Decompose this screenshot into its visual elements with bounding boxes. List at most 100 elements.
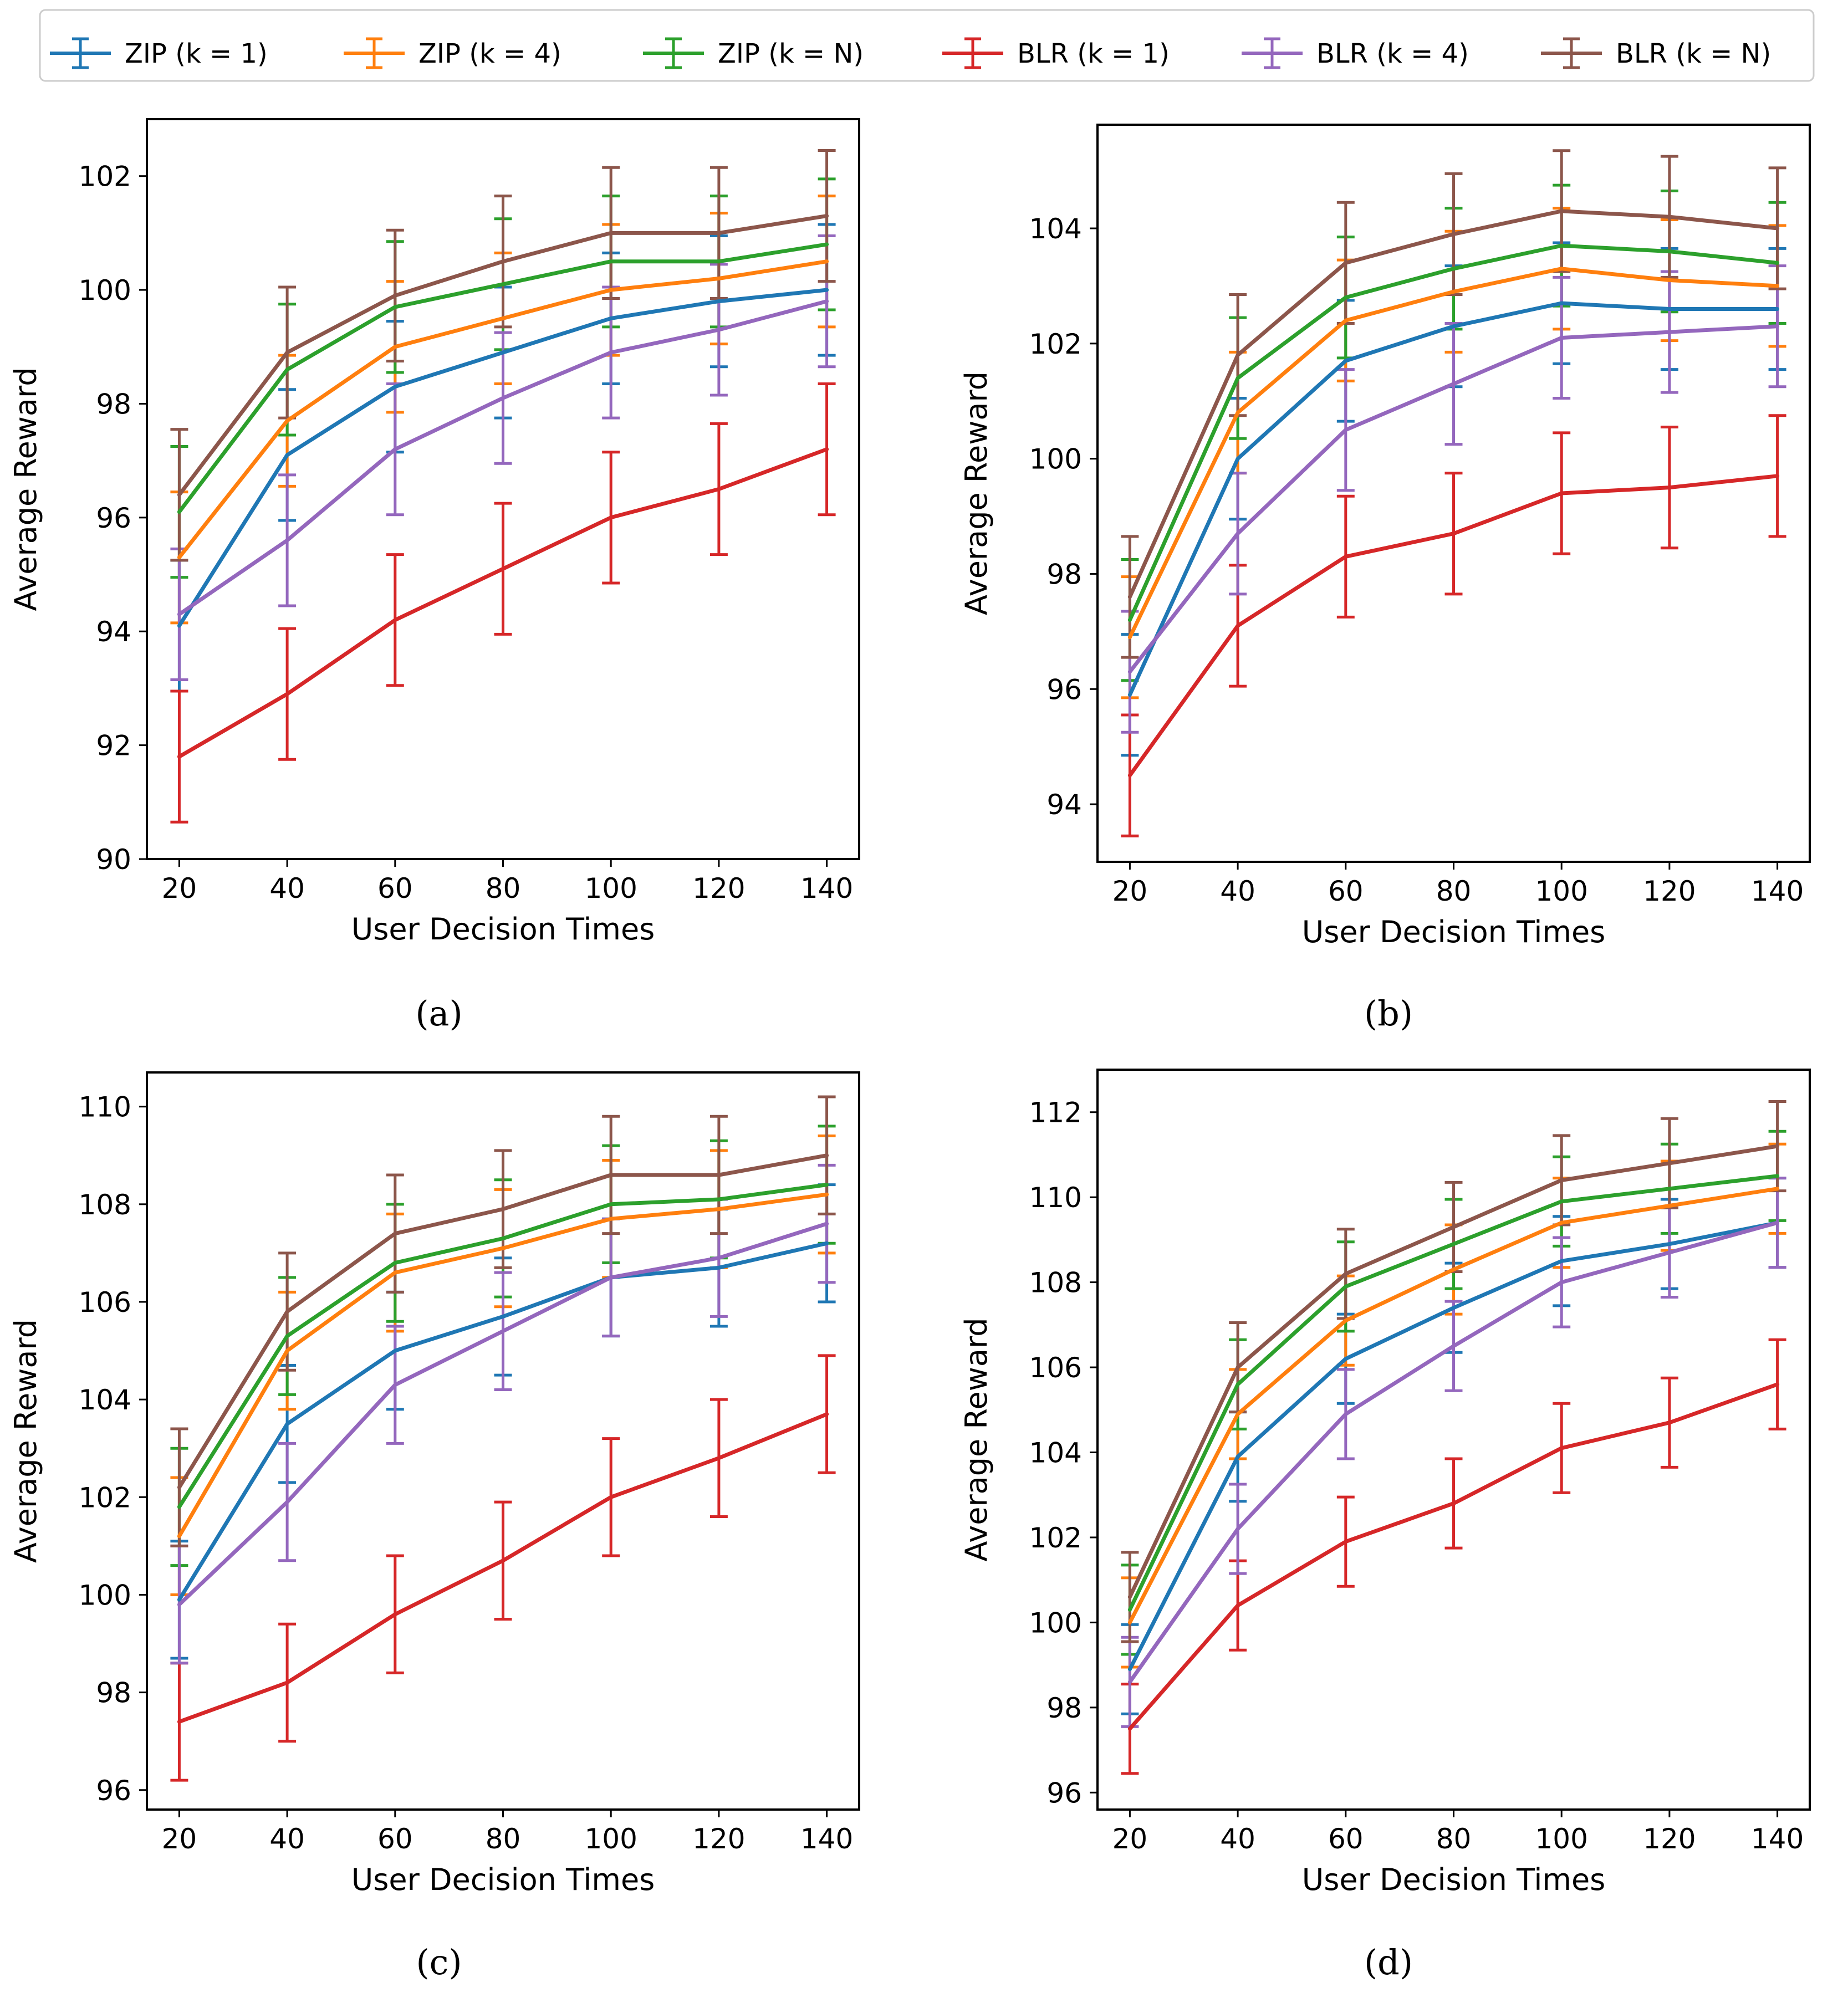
x-tick-label: 80 bbox=[486, 1823, 521, 1855]
y-axis-label: Average Reward bbox=[959, 371, 994, 615]
legend-label: BLR (k = N) bbox=[1616, 38, 1771, 69]
legend-frame bbox=[39, 9, 1815, 82]
series-line bbox=[1127, 243, 1780, 622]
series-line bbox=[1127, 1382, 1780, 1731]
series-line bbox=[1127, 1220, 1780, 1672]
y-tick-label: 98 bbox=[1046, 1692, 1082, 1724]
series-line bbox=[177, 214, 829, 497]
x-tick-label: 20 bbox=[1112, 1823, 1148, 1855]
y-tick-label: 90 bbox=[96, 844, 131, 876]
series-line bbox=[177, 1412, 829, 1724]
x-tick-label: 100 bbox=[1535, 1823, 1587, 1855]
series-line bbox=[1127, 1187, 1780, 1624]
y-tick-label: 96 bbox=[96, 1775, 131, 1807]
x-tick-label: 60 bbox=[1328, 875, 1364, 907]
series-line bbox=[177, 447, 829, 759]
y-tick-label: 102 bbox=[79, 161, 131, 193]
y-axis-label: Average Reward bbox=[8, 1319, 43, 1563]
legend-entry: ZIP (k = 4) bbox=[344, 37, 561, 69]
series-line bbox=[177, 1153, 829, 1490]
series-line bbox=[177, 288, 829, 628]
chart-panel: 20 40 60 80 100 120 140 90 92 94 96 98 100 102 User De… bbox=[8, 118, 860, 1034]
x-axis-label: User Decision Times bbox=[351, 912, 655, 947]
y-axis-label: Average Reward bbox=[8, 367, 43, 611]
y-axis-label: Average Reward bbox=[959, 1317, 994, 1561]
y-tick-label: 100 bbox=[79, 1579, 131, 1611]
series-line bbox=[177, 242, 829, 514]
y-tick-label: 110 bbox=[79, 1091, 131, 1123]
chart-panel: 20 40 60 80 100 120 140 96 98 100 102 104 106 108 110 1… bbox=[959, 1069, 1811, 1982]
series bbox=[1121, 414, 1786, 837]
x-axis-label: User Decision Times bbox=[351, 1862, 655, 1897]
y-tick-label: 98 bbox=[1046, 558, 1082, 590]
y-tick-label: 104 bbox=[79, 1384, 131, 1416]
series-line bbox=[177, 1222, 829, 1607]
legend-label: ZIP (k = N) bbox=[718, 38, 864, 69]
x-tick-label: 80 bbox=[1436, 875, 1472, 907]
y-tick-label: 102 bbox=[1029, 328, 1082, 360]
y-tick-label: 106 bbox=[79, 1286, 131, 1319]
chart-panel: 20 40 60 80 100 120 140 96 98 100 102 104 106 108 110 U… bbox=[8, 1071, 860, 1982]
chart-panel: 20 40 60 80 100 120 140 94 96 98 100 102 104 User Dec… bbox=[959, 124, 1811, 1034]
x-tick-label: 60 bbox=[377, 872, 413, 905]
panel-caption: (c) bbox=[416, 1942, 462, 1982]
y-tick-label: 100 bbox=[79, 274, 131, 306]
y-tick-label: 96 bbox=[96, 502, 131, 534]
legend-label: BLR (k = 4) bbox=[1316, 38, 1469, 69]
series-line bbox=[1127, 1174, 1780, 1612]
y-tick-label: 92 bbox=[96, 730, 131, 762]
x-tick-label: 20 bbox=[162, 872, 197, 905]
x-tick-label: 40 bbox=[269, 872, 305, 905]
y-tick-label: 98 bbox=[96, 1677, 131, 1709]
x-tick-label: 120 bbox=[692, 872, 745, 905]
series-line bbox=[177, 1241, 829, 1602]
legend: ZIP (k = 1) ZIP (k = 4) ZIP (k = N) BLR (k … bbox=[39, 9, 1815, 82]
series-line bbox=[177, 1192, 829, 1539]
x-tick-label: 100 bbox=[1535, 875, 1587, 907]
series-line bbox=[1127, 474, 1780, 778]
legend-entry: ZIP (k = 1) bbox=[50, 37, 268, 69]
series-line bbox=[1127, 1220, 1780, 1684]
y-tick-label: 108 bbox=[1029, 1267, 1082, 1299]
legend-label: BLR (k = 1) bbox=[1017, 38, 1170, 69]
x-tick-label: 60 bbox=[1328, 1823, 1364, 1855]
y-tick-label: 110 bbox=[1029, 1182, 1082, 1214]
x-tick-label: 60 bbox=[377, 1823, 413, 1855]
series-line bbox=[1127, 1144, 1780, 1599]
y-tick-label: 104 bbox=[1029, 213, 1082, 245]
legend-entry: BLR (k = 4) bbox=[1242, 37, 1469, 69]
x-tick-label: 40 bbox=[269, 1823, 305, 1855]
y-tick-label: 96 bbox=[1046, 1777, 1082, 1809]
x-tick-label: 100 bbox=[584, 872, 637, 905]
y-tick-label: 106 bbox=[1029, 1352, 1082, 1384]
y-tick-label: 104 bbox=[1029, 1437, 1082, 1469]
x-tick-label: 100 bbox=[584, 1823, 637, 1855]
series-line bbox=[1127, 209, 1780, 599]
y-tick-label: 96 bbox=[1046, 673, 1082, 706]
x-tick-label: 140 bbox=[800, 1823, 853, 1855]
x-tick-label: 40 bbox=[1220, 875, 1255, 907]
panel-caption: (d) bbox=[1364, 1942, 1413, 1982]
legend-label: ZIP (k = 4) bbox=[418, 38, 561, 69]
x-tick-label: 80 bbox=[486, 872, 521, 905]
y-tick-label: 94 bbox=[1046, 789, 1082, 821]
y-tick-label: 100 bbox=[1029, 443, 1082, 476]
x-tick-label: 140 bbox=[1751, 875, 1804, 907]
y-tick-label: 102 bbox=[1029, 1522, 1082, 1554]
x-tick-label: 20 bbox=[1112, 875, 1148, 907]
series bbox=[170, 1354, 836, 1782]
series-line bbox=[177, 259, 829, 560]
chart-panels: 20 40 60 80 100 120 140 90 92 94 96 98 100 102 User De… bbox=[8, 118, 1811, 1982]
x-tick-label: 140 bbox=[1751, 1823, 1804, 1855]
y-tick-label: 100 bbox=[1029, 1607, 1082, 1639]
y-tick-label: 98 bbox=[96, 388, 131, 420]
x-tick-label: 80 bbox=[1436, 1823, 1472, 1855]
series-line bbox=[177, 1183, 829, 1509]
series-line bbox=[1127, 267, 1780, 640]
legend-entry: BLR (k = N) bbox=[1541, 37, 1771, 69]
x-tick-label: 120 bbox=[692, 1823, 745, 1855]
legend-entry: BLR (k = 1) bbox=[942, 37, 1170, 69]
x-tick-label: 120 bbox=[1643, 1823, 1696, 1855]
legend-entry: ZIP (k = N) bbox=[643, 37, 864, 69]
